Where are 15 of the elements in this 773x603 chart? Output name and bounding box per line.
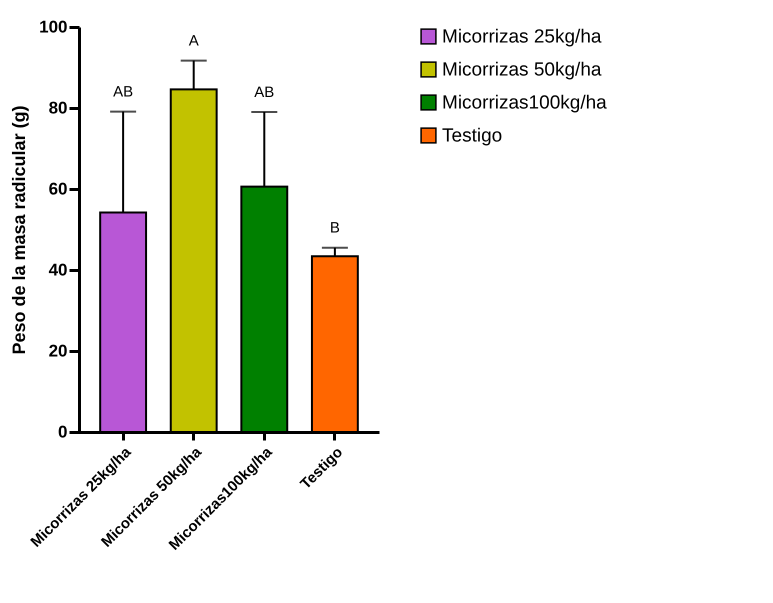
y-axis-title: Peso de la masa radicular (g) xyxy=(9,105,30,355)
annotation: A xyxy=(188,32,199,50)
y-tick-label: 100 xyxy=(39,18,68,36)
y-tick-label: 0 xyxy=(58,422,68,442)
y-tick-label: 20 xyxy=(48,342,68,360)
legend-label: Testigo xyxy=(442,126,502,146)
legend-label: Micorrizas 25kg/ha xyxy=(442,26,602,48)
legend-label: Micorrizas100kg/ha xyxy=(442,92,608,114)
legend-label: Micorrizas 50kg/ha xyxy=(442,60,602,80)
annotation: B xyxy=(330,220,340,237)
y-tick-label: 60 xyxy=(48,180,68,198)
annotation: AB xyxy=(254,84,274,102)
y-tick-label: 40 xyxy=(48,260,68,280)
annotation: AB xyxy=(113,84,134,101)
y-tick-label: 80 xyxy=(48,98,68,118)
